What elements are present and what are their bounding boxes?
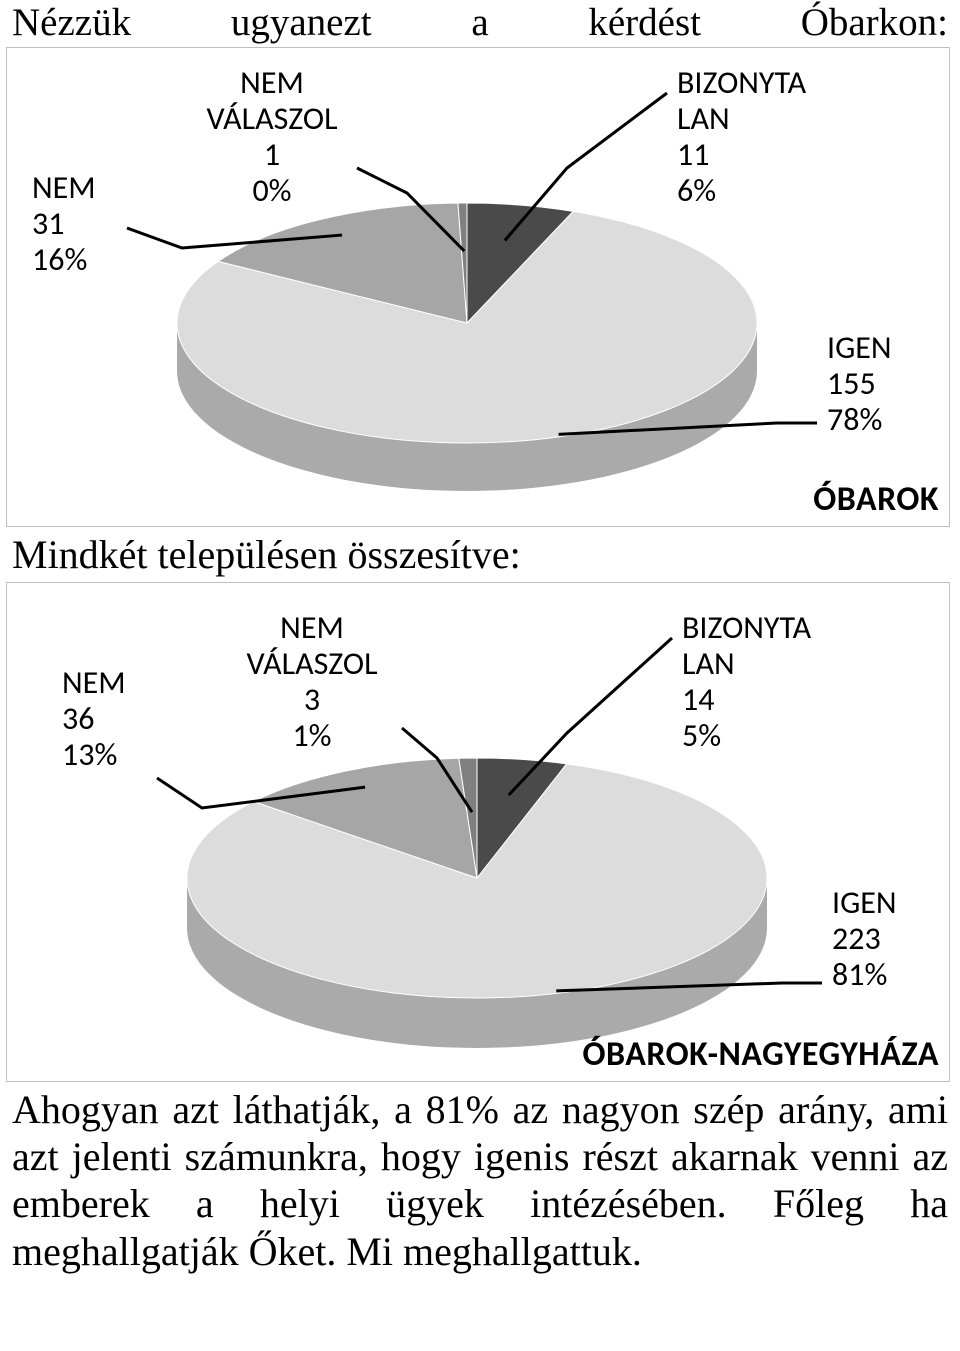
svg-text:NEMVÁLASZOL31%: NEMVÁLASZOL31% xyxy=(246,608,377,755)
svg-text:IGEN22381%: IGEN22381% xyxy=(832,883,897,994)
svg-text:IGEN15578%: IGEN15578% xyxy=(827,328,892,439)
svg-text:BIZONYTALAN116%: BIZONYTALAN116% xyxy=(677,63,807,210)
svg-text:NEM3116%: NEM3116% xyxy=(32,168,96,279)
pie-chart-obarok-nagyegyhaza: BIZONYTALAN145% IGEN22381% NEM3613% NEMVÁLA… xyxy=(6,582,950,1082)
svg-text:BIZONYTALAN145%: BIZONYTALAN145% xyxy=(682,608,812,755)
chart-title: ÓBAROK xyxy=(813,479,939,520)
midline-text: Mindkét településen összesítve: xyxy=(6,531,954,580)
heading-word: a xyxy=(471,0,488,45)
heading-word: ugyanezt xyxy=(231,0,372,45)
svg-text:NEM3613%: NEM3613% xyxy=(62,663,126,774)
heading-word: Nézzük xyxy=(12,0,131,45)
body-paragraph: Ahogyan azt láthatják, a 81% az nagyon s… xyxy=(6,1086,954,1275)
svg-text:NEMVÁLASZOL10%: NEMVÁLASZOL10% xyxy=(206,63,337,210)
heading-line: Nézzük ugyanezt a kérdést Óbarkon: xyxy=(6,0,954,45)
heading-word: Óbarkon: xyxy=(801,0,948,45)
chart-title: ÓBAROK-NAGYEGYHÁZA xyxy=(583,1034,939,1075)
pie-chart-obarok: BIZONYTALAN116% IGEN15578% NEM3116% NEMVÁLA… xyxy=(6,47,950,527)
heading-word: kérdést xyxy=(588,0,701,45)
